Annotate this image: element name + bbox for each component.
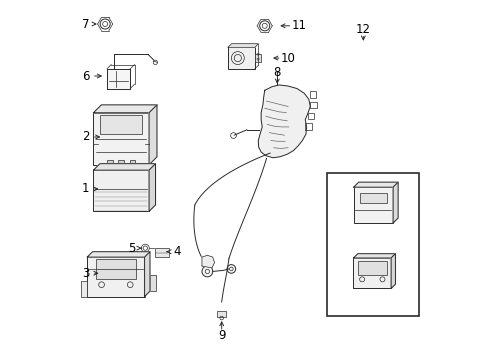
- Text: 2: 2: [82, 130, 89, 144]
- Text: 12: 12: [356, 23, 371, 36]
- Bar: [310, 91, 316, 98]
- Text: 10: 10: [281, 51, 295, 64]
- Polygon shape: [391, 254, 395, 288]
- Polygon shape: [87, 252, 150, 257]
- Bar: [237, 43, 245, 47]
- Circle shape: [227, 265, 236, 273]
- Bar: [305, 123, 312, 130]
- Text: 5: 5: [128, 242, 136, 255]
- Circle shape: [206, 265, 212, 271]
- Bar: [107, 161, 113, 165]
- Bar: [94, 113, 149, 165]
- Text: 1: 1: [82, 183, 89, 195]
- Bar: [217, 311, 226, 317]
- Circle shape: [202, 266, 213, 277]
- Bar: [150, 275, 156, 291]
- Polygon shape: [149, 105, 157, 165]
- Polygon shape: [228, 44, 258, 47]
- Bar: [155, 248, 169, 257]
- Bar: [100, 115, 142, 134]
- Text: 9: 9: [218, 329, 225, 342]
- Polygon shape: [393, 182, 398, 223]
- Text: 3: 3: [82, 267, 89, 280]
- Bar: [94, 170, 149, 211]
- Bar: [96, 259, 136, 279]
- Polygon shape: [94, 164, 155, 170]
- Circle shape: [100, 19, 110, 29]
- Bar: [308, 113, 314, 119]
- Polygon shape: [202, 255, 215, 268]
- Bar: [126, 166, 130, 170]
- Circle shape: [126, 164, 130, 168]
- Circle shape: [231, 133, 236, 138]
- Bar: [327, 173, 419, 316]
- Polygon shape: [354, 182, 398, 187]
- Bar: [129, 161, 135, 165]
- Text: 11: 11: [291, 19, 306, 32]
- Bar: [81, 281, 87, 297]
- Bar: [353, 258, 391, 288]
- Circle shape: [108, 164, 112, 168]
- Bar: [310, 102, 317, 108]
- Bar: [87, 257, 145, 297]
- Bar: [360, 193, 387, 203]
- Bar: [119, 161, 124, 165]
- Bar: [108, 166, 113, 170]
- Text: 7: 7: [82, 18, 89, 31]
- Circle shape: [141, 244, 149, 252]
- Polygon shape: [107, 69, 130, 89]
- Bar: [228, 47, 255, 69]
- Text: 8: 8: [273, 66, 281, 79]
- Polygon shape: [145, 252, 150, 297]
- Polygon shape: [94, 105, 157, 113]
- Text: 6: 6: [82, 69, 89, 82]
- Polygon shape: [353, 254, 395, 258]
- Circle shape: [260, 21, 270, 31]
- Polygon shape: [149, 164, 155, 211]
- Bar: [255, 54, 261, 62]
- Text: 4: 4: [173, 245, 181, 258]
- Bar: [354, 187, 393, 223]
- Bar: [358, 261, 387, 275]
- Polygon shape: [258, 85, 310, 158]
